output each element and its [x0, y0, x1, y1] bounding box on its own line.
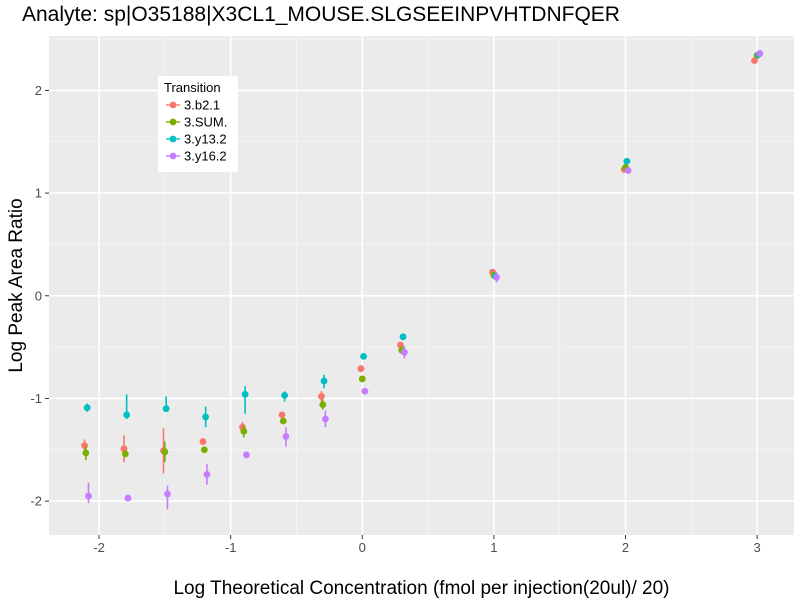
data-point [493, 273, 500, 281]
y-tick-label: 1 [35, 186, 42, 201]
data-point [320, 377, 328, 385]
data-point [202, 413, 210, 421]
y-tick-label: -1 [30, 391, 42, 406]
data-point [322, 415, 329, 423]
data-point [162, 405, 170, 413]
data-point [756, 50, 764, 57]
y-tick-label: 2 [35, 83, 42, 98]
y-axis: -2 -1 0 1 2 [30, 83, 49, 509]
legend-label: 3.y13.2 [184, 132, 227, 147]
data-point [360, 352, 367, 360]
chart-title: Analyte: sp|O35188|X3CL1_MOUSE.SLGSEEINP… [22, 3, 620, 26]
data-point [203, 471, 211, 478]
series-3.y16.2 [85, 50, 764, 510]
data-marks [81, 50, 764, 510]
x-tick-label: 3 [754, 540, 761, 555]
y-axis-title: Log Peak Area Ratio [6, 198, 27, 372]
data-point [121, 450, 129, 458]
data-point [623, 157, 631, 165]
legend-label: 3.SUM. [184, 115, 227, 130]
legend-key-point [169, 118, 177, 126]
data-point [120, 445, 128, 453]
data-point [319, 401, 327, 409]
data-point [123, 411, 131, 419]
data-point [282, 433, 290, 440]
x-tick-label: 1 [490, 540, 497, 555]
y-tick-label: -2 [30, 494, 42, 509]
data-point [240, 427, 248, 435]
data-point [81, 442, 88, 450]
legend-label: 3.b2.1 [184, 98, 220, 113]
series-3.SUM. [82, 52, 761, 463]
data-point [85, 492, 92, 500]
x-tick-label: -1 [225, 540, 237, 555]
data-point [83, 404, 91, 412]
data-point [361, 387, 369, 395]
x-tick-label: -2 [93, 540, 105, 555]
x-tick-label: 2 [622, 540, 629, 555]
x-axis-title: Log Theoretical Concentration (fmol per … [173, 578, 669, 599]
legend-label: 3.y16.2 [184, 149, 227, 164]
legend-key-point [169, 135, 177, 143]
legend-item: 3.y13.2 [166, 132, 227, 147]
data-point [399, 333, 407, 341]
legend: Transition 3.b2.1 3.SUM. 3.y13.2 3.y16.2 [158, 76, 238, 172]
legend-item: 3.y16.2 [166, 149, 227, 164]
data-point [243, 451, 250, 459]
data-point [318, 392, 325, 400]
data-point [124, 494, 132, 502]
data-point [82, 449, 90, 457]
legend-item: 3.b2.1 [166, 98, 220, 113]
legend-title: Transition [164, 80, 221, 95]
data-point [199, 438, 207, 445]
data-point [624, 167, 632, 174]
data-point [751, 57, 758, 65]
legend-key-point [169, 152, 177, 160]
data-point [161, 448, 169, 456]
data-point [279, 417, 287, 425]
data-point [164, 490, 171, 498]
data-point [200, 446, 208, 454]
data-point [281, 391, 289, 399]
data-point [357, 365, 365, 373]
x-tick-label: 0 [359, 540, 366, 555]
legend-item: 3.SUM. [166, 115, 227, 130]
y-tick-label: 0 [35, 288, 42, 303]
data-point [241, 390, 249, 398]
legend-items: 3.b2.1 3.SUM. 3.y13.2 3.y16.2 [166, 98, 227, 164]
data-point [278, 411, 286, 419]
data-point [358, 375, 366, 383]
x-axis: -2 -1 0 1 2 3 [93, 535, 761, 555]
data-point [400, 348, 408, 356]
legend-key-point [169, 101, 177, 109]
